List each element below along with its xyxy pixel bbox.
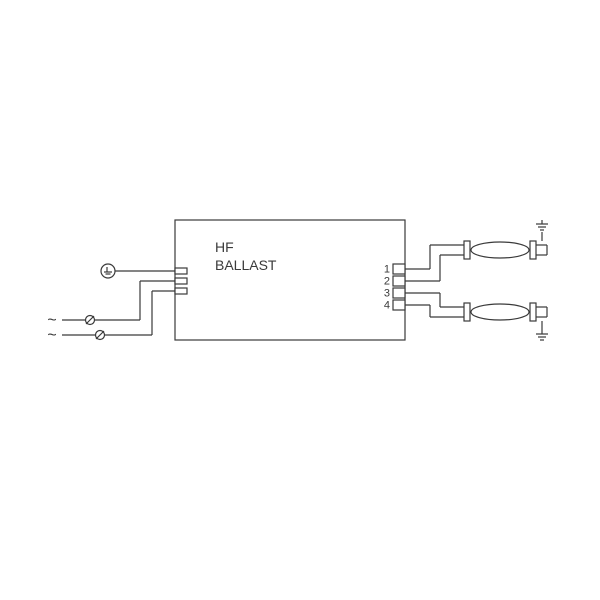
output-terminal <box>393 276 405 286</box>
ballast-box <box>175 220 405 340</box>
output-pin-label: 2 <box>384 276 390 288</box>
output-pin-label: 1 <box>384 264 390 276</box>
output-pin-label: 3 <box>384 288 390 300</box>
output-pin-label: 4 <box>384 300 390 312</box>
ac-icon: ~ <box>47 327 56 344</box>
input-terminal <box>175 278 187 284</box>
ballast-label-2: BALLAST <box>215 257 277 273</box>
lamp-1 <box>461 241 539 259</box>
earth-icon <box>101 264 115 278</box>
input-terminal <box>175 268 187 274</box>
lamp-2 <box>461 303 539 321</box>
wiring-diagram: HFBALLAST1234~~ <box>47 220 548 344</box>
output-terminal <box>393 264 405 274</box>
ballast-label-1: HF <box>215 239 234 255</box>
output-terminal <box>393 300 405 310</box>
output-terminal <box>393 288 405 298</box>
input-terminal <box>175 288 187 294</box>
